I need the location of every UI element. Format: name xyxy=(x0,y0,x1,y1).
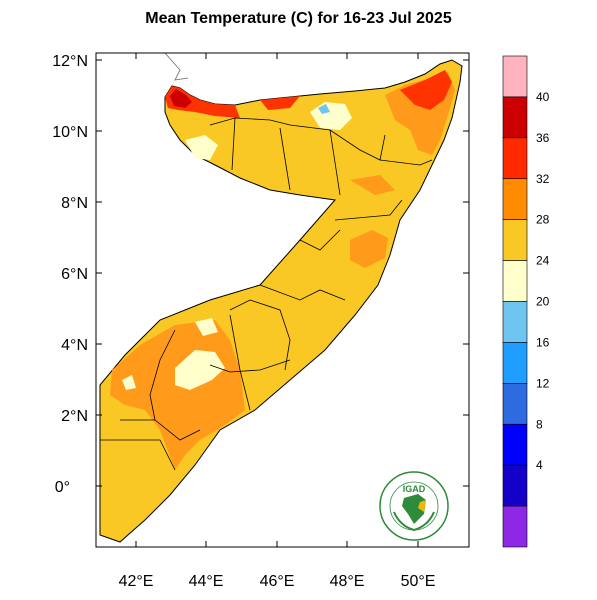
colorbar-swatch xyxy=(502,301,528,343)
colorbar-label: 16 xyxy=(536,335,550,349)
lat-label-10n: 10°N xyxy=(52,124,88,141)
igad-logo: IGAD xyxy=(379,471,449,541)
lat-label-0: 0° xyxy=(55,479,70,496)
lat-label-12n: 12°N xyxy=(52,53,88,70)
region-boundaries xyxy=(100,117,433,471)
temp-zone-20-24-south1 xyxy=(175,350,225,390)
temp-zone-28-32-northeast xyxy=(350,175,395,195)
colorbar-label: 32 xyxy=(536,172,550,186)
colorbar-swatch xyxy=(502,178,528,220)
lon-label-42e: 42°E xyxy=(119,573,154,590)
temp-zone-32-36-mid-coast xyxy=(260,96,300,110)
lat-label-8n: 8°N xyxy=(61,195,88,212)
lon-ticks xyxy=(135,53,419,547)
temp-zone-28-32-central xyxy=(350,230,388,268)
colorbar-swatch xyxy=(502,383,528,425)
colorbar-label: 4 xyxy=(536,458,543,472)
colorbar-swatch xyxy=(502,96,528,139)
colorbar-label: 12 xyxy=(536,376,550,390)
colorbar-swatch xyxy=(502,342,528,384)
colorbar-swatch xyxy=(502,219,528,261)
lat-label-2n: 2°N xyxy=(61,408,88,425)
temp-zone-36-40-coast xyxy=(170,89,192,108)
map-title: Mean Temperature (C) for 16-23 Jul 2025 xyxy=(145,10,452,27)
temp-zone-32-36-northeast xyxy=(400,70,452,110)
lon-label-44e: 44°E xyxy=(189,573,224,590)
lon-label-50e: 50°E xyxy=(401,573,436,590)
temp-zone-20-24-south3 xyxy=(122,375,136,390)
colorbar-swatch xyxy=(502,505,528,548)
colorbar-label: 24 xyxy=(536,254,550,268)
colorbar-label: 20 xyxy=(536,295,550,309)
colorbar-label: 40 xyxy=(536,90,550,104)
lon-label-48e: 48°E xyxy=(330,573,365,590)
colorbar-label: 8 xyxy=(536,417,543,431)
map-frame xyxy=(95,52,470,548)
temp-zone-20-24-south2 xyxy=(195,318,218,336)
colorbar-swatch xyxy=(502,423,528,466)
lat-label-6n: 6°N xyxy=(61,266,88,283)
colorbar-swatch xyxy=(502,55,528,98)
colorbar-swatch xyxy=(502,137,528,180)
lat-ticks xyxy=(96,59,469,487)
igad-logo-text: IGAD xyxy=(403,484,426,494)
colorbar-swatch xyxy=(502,464,528,507)
border-line-northwest xyxy=(164,52,189,81)
temp-zone-16-20-north xyxy=(318,104,330,114)
colorbar-swatch xyxy=(502,260,528,302)
lon-label-46e: 46°E xyxy=(260,573,295,590)
colorbar-label: 28 xyxy=(536,213,550,227)
lat-label-4n: 4°N xyxy=(61,337,88,354)
colorbar-label: 36 xyxy=(536,131,550,145)
temp-zone-20-24-northwest xyxy=(185,135,218,160)
